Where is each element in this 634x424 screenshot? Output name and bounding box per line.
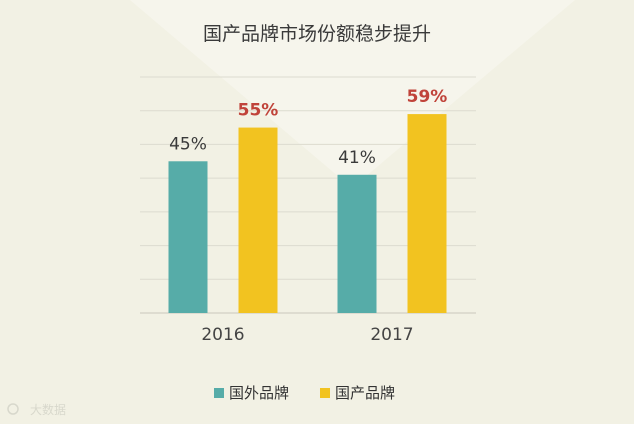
chart-title: 国产品牌市场份额稳步提升 (203, 23, 431, 45)
watermark-text: 大数据 (30, 402, 66, 417)
watermark: 大数据 (7, 402, 66, 417)
bar-domestic-2017 (407, 114, 447, 313)
x-tick-labels: 2016 2017 (201, 325, 413, 345)
bar-domestic-2016 (238, 127, 278, 313)
legend-label-domestic: 国产品牌 (335, 384, 395, 402)
background-triangle (130, 0, 575, 188)
data-label-foreign-2016: 45% (169, 134, 207, 154)
legend-label-foreign: 国外品牌 (229, 384, 289, 402)
watermark-logo-icon (7, 403, 19, 415)
legend-swatch-domestic (320, 388, 330, 398)
data-label-domestic-2016: 55% (238, 101, 279, 121)
data-label-foreign-2017: 41% (338, 148, 376, 168)
legend-swatch-foreign (214, 388, 224, 398)
bar-foreign-2016 (168, 161, 208, 313)
legend: 国外品牌 国产品牌 (214, 384, 395, 402)
x-tick-label-2016: 2016 (201, 325, 244, 345)
x-tick-label-2017: 2017 (370, 325, 413, 345)
data-labels: 45% 55% 41% 59% (169, 87, 447, 168)
bars (168, 114, 447, 313)
bar-foreign-2017 (337, 174, 377, 313)
data-label-domestic-2017: 59% (407, 87, 448, 107)
